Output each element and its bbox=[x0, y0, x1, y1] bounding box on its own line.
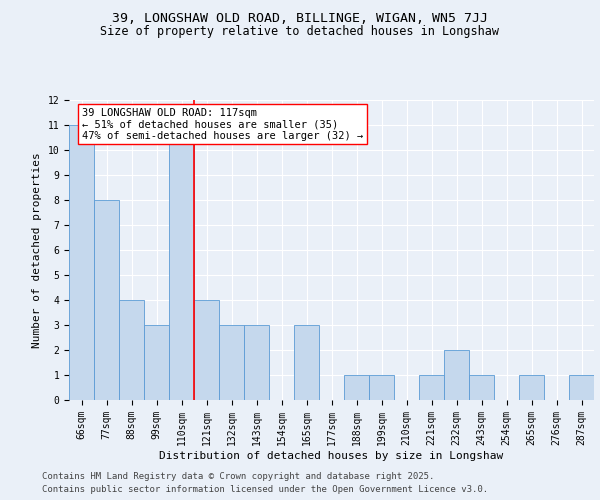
Text: 39 LONGSHAW OLD ROAD: 117sqm
← 51% of detached houses are smaller (35)
47% of se: 39 LONGSHAW OLD ROAD: 117sqm ← 51% of de… bbox=[82, 108, 363, 140]
Bar bbox=[144, 325, 169, 400]
Bar bbox=[444, 350, 469, 400]
Bar bbox=[244, 325, 269, 400]
Bar bbox=[169, 125, 194, 400]
Bar bbox=[94, 200, 119, 400]
Y-axis label: Number of detached properties: Number of detached properties bbox=[32, 152, 42, 348]
Bar bbox=[119, 300, 144, 400]
Bar bbox=[219, 325, 244, 400]
Bar bbox=[419, 375, 444, 400]
Text: Contains HM Land Registry data © Crown copyright and database right 2025.: Contains HM Land Registry data © Crown c… bbox=[42, 472, 434, 481]
Bar bbox=[519, 375, 544, 400]
Text: Contains public sector information licensed under the Open Government Licence v3: Contains public sector information licen… bbox=[42, 485, 488, 494]
Text: Size of property relative to detached houses in Longshaw: Size of property relative to detached ho… bbox=[101, 25, 499, 38]
Bar bbox=[69, 125, 94, 400]
Bar bbox=[469, 375, 494, 400]
Bar bbox=[194, 300, 219, 400]
Bar bbox=[569, 375, 594, 400]
Bar bbox=[369, 375, 394, 400]
Bar bbox=[294, 325, 319, 400]
Text: 39, LONGSHAW OLD ROAD, BILLINGE, WIGAN, WN5 7JJ: 39, LONGSHAW OLD ROAD, BILLINGE, WIGAN, … bbox=[112, 12, 488, 26]
X-axis label: Distribution of detached houses by size in Longshaw: Distribution of detached houses by size … bbox=[160, 450, 503, 460]
Bar bbox=[344, 375, 369, 400]
